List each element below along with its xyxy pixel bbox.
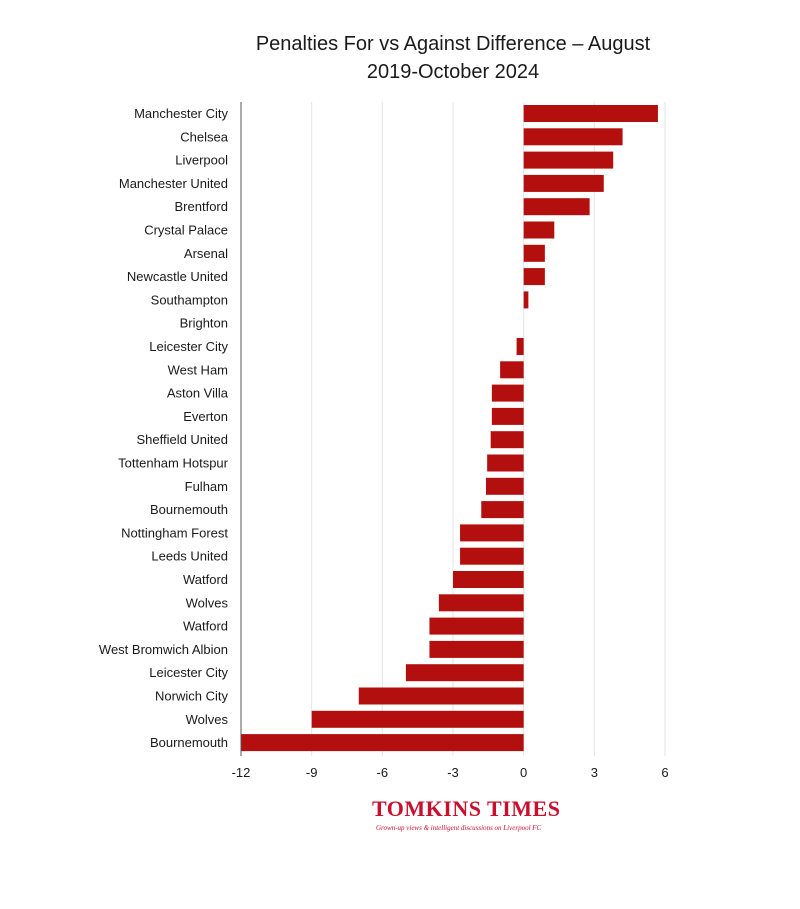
tomkins-times-logo: TOMKINS TIMES Grown-up views & intellige… <box>372 794 560 838</box>
bar <box>523 105 658 122</box>
bar <box>491 384 524 402</box>
bar <box>429 640 524 658</box>
category-label: Southampton <box>151 292 228 307</box>
x-tick-label: -6 <box>377 765 389 780</box>
category-label: Bournemouth <box>150 502 228 517</box>
category-label: Bournemouth <box>150 735 228 750</box>
category-label: Brentford <box>175 199 228 214</box>
chart-title-line-2: 2019-October 2024 <box>366 61 540 83</box>
category-label: Nottingham Forest <box>121 525 228 540</box>
category-label: West Ham <box>168 362 228 377</box>
category-label: Aston Villa <box>167 386 229 401</box>
category-label: Arsenal <box>184 246 228 261</box>
category-label: Wolves <box>186 712 229 727</box>
category-label: Tottenham Hotspur <box>118 456 229 471</box>
category-label: Norwich City <box>155 689 228 704</box>
bar <box>491 407 524 425</box>
logo-tagline: Grown-up views & intelligent discussions… <box>376 824 542 832</box>
bar <box>241 734 524 752</box>
category-label: Manchester United <box>119 176 228 191</box>
category-label: Watford <box>183 619 228 634</box>
x-tick-label: 3 <box>591 765 598 780</box>
x-tick-label: 6 <box>661 765 668 780</box>
bar <box>523 244 545 262</box>
chart-title-line-1: Penalties For vs Against Difference – Au… <box>255 33 651 55</box>
chart-title: Penalties For vs Against Difference – Au… <box>0 30 800 86</box>
category-label: Everton <box>183 409 228 424</box>
x-tick-label: 0 <box>520 765 527 780</box>
bar <box>485 477 524 495</box>
bar <box>438 594 524 612</box>
category-label: West Bromwich Albion <box>99 642 228 657</box>
category-label: Brighton <box>180 316 228 331</box>
bar <box>516 338 524 355</box>
category-labels: Manchester City Chelsea Liverpool Mancheste… <box>99 106 229 750</box>
category-label: Sheffield United <box>136 432 228 447</box>
bar <box>481 501 524 519</box>
category-label: Leeds United <box>151 549 228 564</box>
bar <box>500 361 524 379</box>
category-label: Liverpool <box>175 153 228 168</box>
bar <box>460 547 524 565</box>
x-tick-label: -9 <box>306 765 318 780</box>
bar <box>523 291 529 309</box>
bar <box>523 128 623 146</box>
category-label: Chelsea <box>180 129 228 144</box>
bar <box>523 174 604 192</box>
x-tick-labels: -12 -9 -6 -3 0 3 6 <box>232 765 669 780</box>
bar <box>358 687 524 705</box>
bar <box>311 710 524 728</box>
bar <box>487 454 524 472</box>
bar <box>405 664 524 682</box>
logo-name: TOMKINS TIMES <box>372 796 561 821</box>
bars <box>241 105 658 752</box>
bar <box>523 221 555 239</box>
x-tick-label: -3 <box>447 765 459 780</box>
bar <box>523 198 590 216</box>
x-tick-label: -12 <box>232 765 251 780</box>
bar <box>429 617 524 635</box>
bar <box>523 151 614 169</box>
category-label: Watford <box>183 572 228 587</box>
category-label: Leicester City <box>149 339 228 354</box>
category-label: Crystal Palace <box>144 223 228 238</box>
bar <box>460 524 524 542</box>
bar <box>490 431 524 449</box>
category-label: Fulham <box>185 479 228 494</box>
category-label: Newcastle United <box>127 269 228 284</box>
category-label: Leicester City <box>149 665 228 680</box>
category-label: Wolves <box>186 595 229 610</box>
category-label: Manchester City <box>134 106 228 121</box>
bar-chart: Manchester City Chelsea Liverpool Mancheste… <box>99 102 669 780</box>
bar <box>523 268 545 286</box>
bar <box>453 571 524 588</box>
